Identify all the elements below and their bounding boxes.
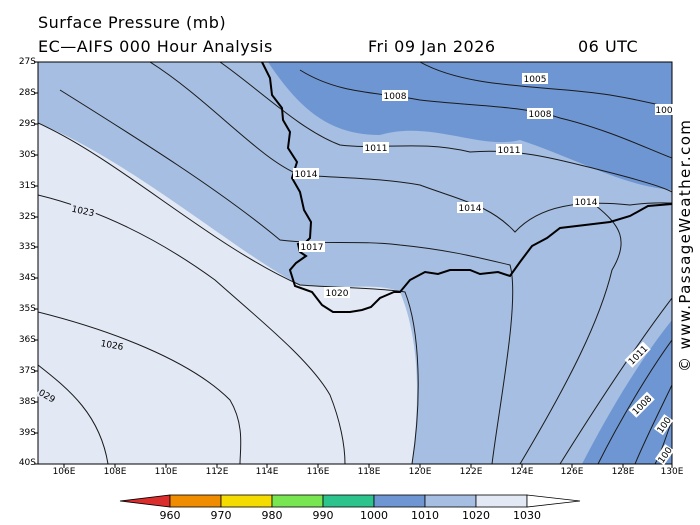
isobar-label: 1011 bbox=[365, 144, 388, 154]
isobar-1008 bbox=[299, 69, 672, 159]
map-frame bbox=[37, 61, 673, 465]
isobar-1017 bbox=[59, 89, 514, 464]
lat-label: 28S bbox=[18, 88, 36, 98]
lon-label: 112E bbox=[205, 467, 229, 477]
legend-label: 960 bbox=[159, 509, 181, 522]
lat-label: 32S bbox=[18, 212, 36, 222]
lon-label: 124E bbox=[510, 467, 534, 477]
lat-label: 33S bbox=[18, 242, 36, 252]
isobar-label: 1014 bbox=[295, 170, 318, 180]
legend-swatch-970-980 bbox=[220, 494, 273, 508]
colour-legend bbox=[119, 494, 581, 508]
lon-label: 114E bbox=[255, 467, 279, 477]
legend-swatch-1000-1010 bbox=[373, 494, 426, 508]
isobar-1026 bbox=[38, 311, 242, 464]
lat-label: 36S bbox=[18, 335, 36, 345]
isobar-1008-se bbox=[597, 339, 672, 464]
lon-label: 122E bbox=[459, 467, 483, 477]
legend-label: 970 bbox=[210, 509, 232, 522]
isobar-label: 100 bbox=[657, 445, 675, 465]
isobar-1014-south bbox=[519, 204, 622, 464]
isobar-label: 1026 bbox=[100, 339, 125, 353]
band-1000-1010-north bbox=[268, 62, 672, 190]
legend-label: 1030 bbox=[513, 509, 541, 522]
isobar-label: 1014 bbox=[459, 204, 482, 214]
isobar-label: 1017 bbox=[301, 243, 324, 253]
lon-label: 118E bbox=[357, 467, 381, 477]
lat-label: 37S bbox=[18, 366, 36, 376]
legend-label: 1020 bbox=[462, 509, 490, 522]
isobar-label: 1020 bbox=[326, 289, 349, 299]
chart-title: Surface Pressure (mb) bbox=[38, 13, 227, 32]
valid-time: 06 UTC bbox=[578, 37, 639, 56]
legend-label: 1010 bbox=[411, 509, 439, 522]
lon-label: 130E bbox=[660, 467, 684, 477]
isobar-1011 bbox=[219, 62, 672, 193]
isobar-label: 1014 bbox=[575, 198, 598, 208]
legend-swatch-1010-1020 bbox=[424, 494, 477, 508]
legend-label: 980 bbox=[261, 509, 283, 522]
isobars bbox=[38, 62, 672, 464]
lon-label: 106E bbox=[52, 467, 76, 477]
lat-label: 29S bbox=[18, 119, 36, 129]
band-1010-1020-west bbox=[38, 62, 672, 464]
isobar-label: 1008 bbox=[631, 394, 654, 417]
isobar-label: 100 bbox=[655, 106, 672, 116]
isobar-label: 1023 bbox=[71, 205, 95, 220]
model-run-subtitle: EC—AIFS 000 Hour Analysis bbox=[38, 37, 273, 56]
band-1020-1030 bbox=[38, 62, 672, 464]
legend-swatch-960-970 bbox=[169, 494, 222, 508]
isobar-label: 1005 bbox=[524, 75, 547, 85]
lon-label: 110E bbox=[154, 467, 178, 477]
lat-label: 31S bbox=[18, 181, 36, 191]
website-credit: © www.PassageWeather.com bbox=[676, 118, 694, 372]
australia-coastline bbox=[261, 62, 672, 313]
lon-label: 128E bbox=[611, 467, 635, 477]
legend-swatch-990-1000 bbox=[322, 494, 375, 508]
valid-date: Fri 09 Jan 2026 bbox=[368, 37, 496, 56]
isobar-1005-se bbox=[634, 384, 672, 464]
lat-label: 27S bbox=[18, 57, 36, 67]
lon-label: 120E bbox=[408, 467, 432, 477]
isobar-label: 029 bbox=[37, 388, 57, 405]
legend-swatch-above-1030 bbox=[526, 494, 581, 508]
isobar-1029 bbox=[38, 364, 109, 464]
lat-label: 30S bbox=[18, 150, 36, 160]
isobar-label: 1011 bbox=[627, 344, 650, 367]
legend-swatch-below-960 bbox=[119, 494, 171, 508]
legend-swatch-980-990 bbox=[271, 494, 324, 508]
isobar-1014 bbox=[149, 62, 672, 233]
lon-label: 126E bbox=[560, 467, 584, 477]
isobar-1011-se bbox=[559, 297, 672, 464]
isobar-label: 100 bbox=[656, 415, 674, 435]
isobar-label: 1011 bbox=[498, 146, 521, 156]
lon-label: 116E bbox=[306, 467, 330, 477]
lat-label: 34S bbox=[18, 273, 36, 283]
legend-label: 1000 bbox=[360, 509, 388, 522]
isobar-1005 bbox=[419, 62, 672, 109]
lat-label: 38S bbox=[18, 397, 36, 407]
lat-label: 40S bbox=[18, 458, 36, 468]
isobar-1002-se bbox=[654, 419, 672, 464]
isobar-1023 bbox=[38, 194, 346, 464]
band-1000-1010-southeast bbox=[582, 320, 672, 464]
axis-ticks bbox=[34, 61, 673, 468]
lat-label: 35S bbox=[18, 304, 36, 314]
isobar-label: 1008 bbox=[384, 92, 407, 102]
legend-swatch-1020-1030 bbox=[475, 494, 528, 508]
isobar-label: 1008 bbox=[529, 110, 552, 120]
isobar-1020 bbox=[38, 122, 419, 464]
lon-label: 108E bbox=[103, 467, 127, 477]
lat-label: 39S bbox=[18, 428, 36, 438]
legend-label: 990 bbox=[312, 509, 334, 522]
